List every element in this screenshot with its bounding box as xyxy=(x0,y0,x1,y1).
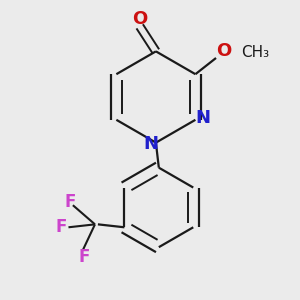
Text: F: F xyxy=(56,218,67,236)
Text: CH₃: CH₃ xyxy=(241,45,269,60)
Text: N: N xyxy=(195,109,210,127)
Text: O: O xyxy=(216,42,231,60)
Text: N: N xyxy=(143,135,158,153)
Text: F: F xyxy=(64,193,76,211)
Text: O: O xyxy=(132,10,147,28)
Text: F: F xyxy=(79,248,90,266)
